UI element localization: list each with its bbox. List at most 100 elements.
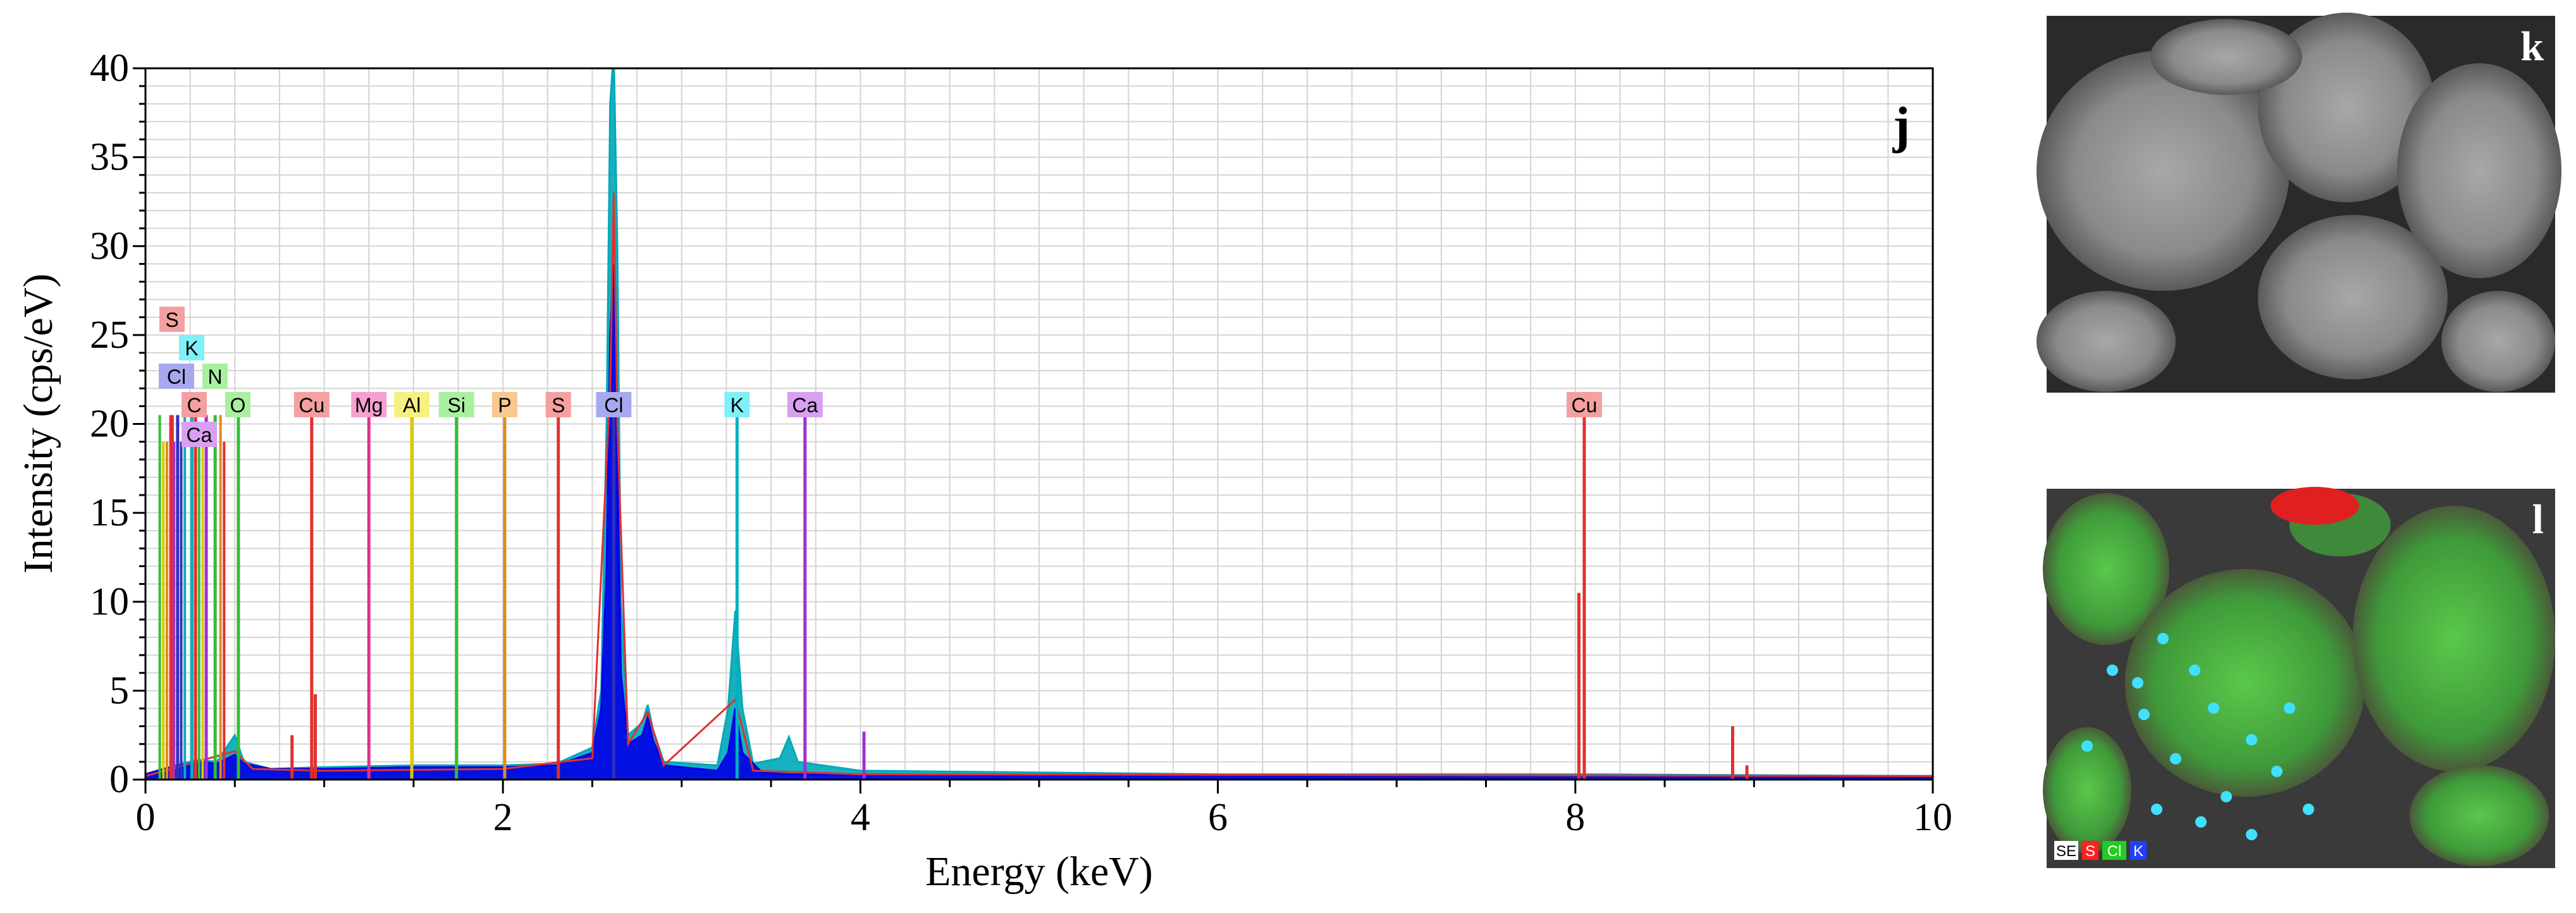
se-particle bbox=[2037, 51, 2289, 291]
panel-letter-j: j bbox=[1892, 96, 1910, 154]
element-label-text: Ca bbox=[792, 394, 818, 417]
element-label-text: Si bbox=[447, 394, 465, 417]
element-label-background bbox=[724, 392, 750, 417]
x-axis-label: Energy (keV) bbox=[925, 849, 1153, 895]
element-label-text: Ca bbox=[187, 424, 213, 446]
element-label-background bbox=[394, 392, 430, 417]
potassium-spot bbox=[2208, 702, 2219, 714]
element-label-s: S bbox=[159, 307, 185, 332]
map-legend: SE S Cl K bbox=[2054, 841, 2147, 860]
element-label-cl: Cl bbox=[159, 364, 194, 389]
x-tick-label: 6 bbox=[1208, 796, 1228, 839]
map-legend-label: K bbox=[2133, 843, 2143, 860]
map-legend-swatch bbox=[2130, 841, 2147, 860]
map-legend-label: SE bbox=[2056, 843, 2076, 860]
potassium-spot bbox=[2107, 665, 2118, 676]
potassium-spot bbox=[2170, 753, 2181, 764]
map-particle bbox=[2353, 506, 2555, 771]
element-label-text: K bbox=[185, 337, 198, 360]
se-particle bbox=[2397, 63, 2561, 278]
element-label-text: Cu bbox=[299, 394, 324, 417]
y-tick-label: 20 bbox=[90, 403, 129, 446]
y-tick-label: 25 bbox=[90, 314, 129, 357]
map-legend-item: S bbox=[2082, 841, 2098, 860]
y-tick-label: 30 bbox=[90, 224, 129, 267]
potassium-spot bbox=[2284, 702, 2295, 714]
element-label-cu: Cu bbox=[1566, 392, 1602, 417]
y-axis-label: Intensity (cps/eV) bbox=[15, 274, 61, 574]
map-sulfur-region bbox=[2271, 487, 2359, 525]
element-label-text: Cl bbox=[604, 394, 623, 417]
se-particle bbox=[2037, 291, 2176, 392]
element-label-text: C bbox=[187, 394, 201, 417]
map-particle bbox=[2125, 569, 2365, 797]
map-legend-item: SE bbox=[2054, 841, 2078, 860]
se-particle bbox=[2441, 291, 2555, 392]
element-label-cu: Cu bbox=[293, 392, 330, 417]
map-potassium-spots bbox=[2081, 633, 2314, 840]
map-legend-label: S bbox=[2085, 843, 2095, 860]
element-label-mg: Mg bbox=[351, 392, 387, 417]
element-label-background bbox=[182, 422, 217, 447]
element-label-text: O bbox=[230, 394, 246, 417]
map-legend-swatch bbox=[2102, 841, 2126, 860]
potassium-spot bbox=[2303, 804, 2314, 815]
element-label-text: K bbox=[730, 394, 744, 417]
grid-lines bbox=[145, 68, 1933, 780]
element-label-text: Cu bbox=[1571, 394, 1597, 417]
panel-letter-k: k bbox=[2520, 23, 2544, 70]
element-label-background bbox=[293, 392, 330, 417]
y-tick-label: 5 bbox=[109, 669, 129, 712]
element-label-k: K bbox=[724, 392, 750, 417]
element-label-text: S bbox=[165, 309, 178, 331]
map-legend-item: Cl bbox=[2102, 841, 2126, 860]
element-label-n: N bbox=[202, 364, 228, 389]
map-legend-item: K bbox=[2130, 841, 2147, 860]
element-label-background bbox=[159, 307, 185, 332]
elemental-map-panel: l SE S Cl K bbox=[2043, 487, 2555, 868]
map-legend-swatch bbox=[2082, 841, 2098, 860]
potassium-spot bbox=[2246, 734, 2257, 745]
potassium-spot bbox=[2138, 709, 2150, 720]
element-label-text: Mg bbox=[355, 394, 383, 417]
potassium-spot bbox=[2081, 740, 2093, 752]
map-legend-swatch bbox=[2054, 841, 2078, 860]
se-particle bbox=[2258, 13, 2435, 202]
element-label-cl: Cl bbox=[596, 392, 632, 417]
element-label-c: C bbox=[182, 392, 207, 417]
element-label-background bbox=[159, 364, 194, 389]
element-label-text: Al bbox=[403, 394, 421, 417]
element-label-background bbox=[492, 392, 518, 417]
element-label-background bbox=[182, 392, 207, 417]
potassium-spot bbox=[2189, 665, 2200, 676]
potassium-spot bbox=[2195, 816, 2207, 828]
element-label-background bbox=[438, 392, 474, 417]
x-tick-label: 4 bbox=[851, 796, 870, 839]
element-marker-lines bbox=[158, 415, 1749, 780]
x-tick-label: 0 bbox=[136, 796, 156, 839]
element-label-ca: Ca bbox=[787, 392, 823, 417]
se-particle bbox=[2150, 19, 2302, 95]
y-tick-label: 35 bbox=[90, 136, 129, 179]
element-label-p: P bbox=[492, 392, 518, 417]
x-tick-label: 8 bbox=[1565, 796, 1585, 839]
spectrum-series-2 bbox=[145, 192, 1933, 780]
potassium-spot bbox=[2132, 677, 2143, 689]
element-label-background bbox=[1566, 392, 1602, 417]
potassium-spot bbox=[2221, 791, 2232, 802]
element-label-ca: Ca bbox=[182, 422, 217, 447]
se-particle bbox=[2258, 215, 2448, 379]
element-label-background bbox=[225, 392, 250, 417]
y-tick-label: 10 bbox=[90, 580, 129, 623]
map-particle bbox=[2410, 765, 2549, 866]
element-label-text: N bbox=[207, 365, 222, 388]
x-tick-label: 10 bbox=[1913, 796, 1952, 839]
element-label-text: Cl bbox=[167, 365, 186, 388]
panel-letter-l: l bbox=[2532, 496, 2544, 542]
element-label-background bbox=[202, 364, 228, 389]
element-label-text: S bbox=[552, 394, 565, 417]
y-axis: 0 5 10 15 20 25 30 35 40 bbox=[90, 47, 145, 801]
map-particle bbox=[2043, 727, 2131, 854]
